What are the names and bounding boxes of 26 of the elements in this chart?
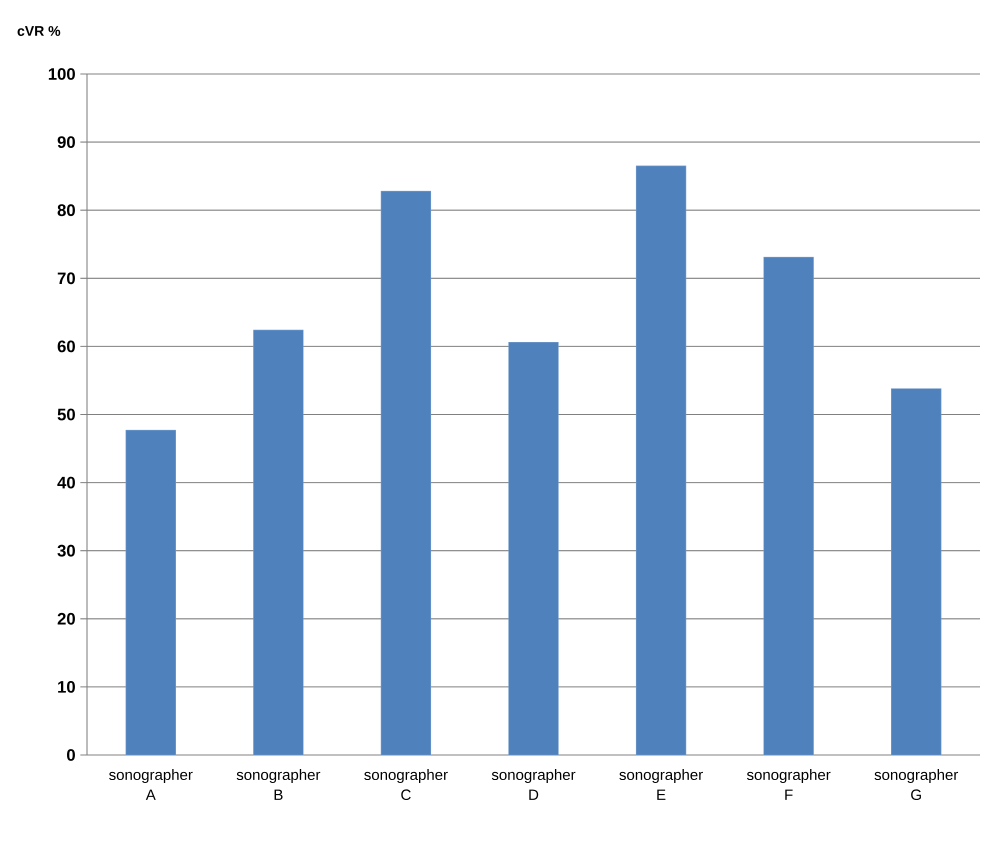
bar (891, 388, 942, 756)
bar (636, 166, 686, 756)
y-tick-label: 90 (58, 136, 75, 148)
x-tick-label: sonographer F (746, 769, 830, 800)
bar (253, 330, 304, 756)
bar (380, 190, 432, 756)
x-tick-label: sonographer E (619, 769, 703, 800)
x-tick-label: sonographer D (492, 769, 576, 800)
y-tick-label: 50 (58, 408, 75, 420)
bar (508, 342, 559, 756)
y-tick-label: 0 (67, 749, 75, 761)
x-tick-label: sonographer C (364, 769, 448, 800)
y-tick-label: 100 (48, 68, 75, 80)
bar (126, 430, 176, 756)
x-tick-label: sonographer A (109, 769, 193, 800)
x-tick-label: sonographer G (874, 769, 958, 800)
y-tick-label: 20 (58, 612, 75, 625)
y-tick-label: 80 (58, 204, 75, 216)
y-tick-label: 40 (57, 476, 75, 489)
y-tick-label: 60 (58, 340, 75, 352)
y-tick-label: 30 (57, 544, 75, 557)
y-axis-title: cVR % (18, 26, 60, 36)
y-tick-label: 70 (58, 272, 75, 284)
y-tick-label: 10 (58, 681, 75, 693)
bar (763, 256, 814, 756)
x-tick-label: sonographer B (236, 769, 320, 800)
